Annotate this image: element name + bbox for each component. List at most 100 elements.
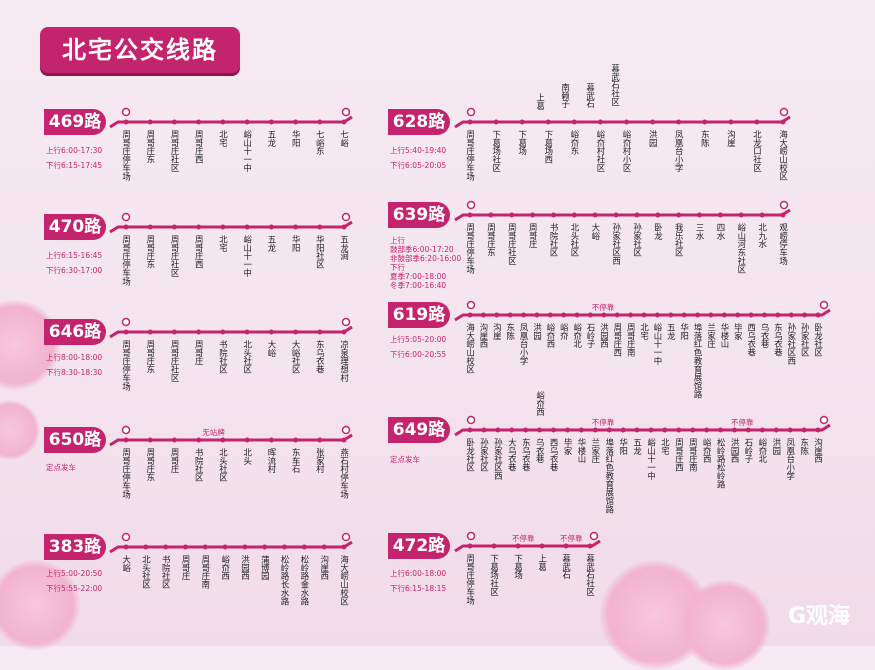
stop-label[interactable]: 周哥庄 [170, 448, 181, 474]
stop-label[interactable]: 孙家社区 [632, 223, 643, 257]
route-badge-472[interactable]: 472路 [388, 533, 450, 559]
stop-label[interactable]: 北龙口社区 [752, 130, 763, 172]
stop-label[interactable]: 兰家庄 [590, 438, 601, 464]
stop-label[interactable]: 慕武石社区 [585, 554, 596, 596]
stop-label[interactable]: 五龙 [266, 235, 277, 252]
stop-label[interactable]: 孙家社区西 [611, 223, 622, 265]
stop-label[interactable]: 沟崖 [492, 323, 503, 340]
stop-label[interactable]: 书院社区 [161, 555, 172, 589]
stop-label[interactable]: 毕家 [563, 438, 574, 455]
stop-label[interactable]: 洪园 [771, 438, 782, 455]
route-badge-469[interactable]: 469路 [44, 109, 106, 135]
stop-label[interactable]: 周哥庄西 [194, 235, 205, 269]
stop-label[interactable]: 大峪 [121, 555, 132, 572]
stop-label[interactable]: 凉泉理想村 [339, 340, 350, 382]
stop-label[interactable]: 大峪 [590, 223, 601, 240]
stop-label[interactable]: 西乌衣巷 [746, 323, 757, 357]
stop-label[interactable]: 下葛场西 [543, 130, 554, 164]
stop-label[interactable]: 书院社区 [218, 340, 229, 374]
stop-label[interactable]: 东陈 [700, 130, 711, 147]
stop-label[interactable]: 洪园西 [599, 323, 610, 349]
stop-label[interactable]: 三水 [695, 223, 706, 240]
stop-label[interactable]: 周哥庄停车场 [121, 235, 132, 286]
stop-label[interactable]: 观崂停车场 [778, 223, 789, 265]
stop-label[interactable]: 凤凰台小学 [674, 130, 685, 172]
stop-label[interactable]: 北头社区 [218, 448, 229, 482]
stop-label[interactable]: 北宅 [660, 438, 671, 455]
stop-label[interactable]: 海大崂山校区 [339, 555, 350, 606]
stop-label[interactable]: 海大崂山校区 [465, 323, 476, 374]
stop-label[interactable]: 峪夼西 [220, 555, 231, 581]
stop-label[interactable]: 周哥庄东 [486, 223, 497, 257]
stop-label[interactable]: 蒲博园 [260, 555, 271, 581]
stop-label[interactable]: 周哥庄 [194, 340, 205, 366]
stop-label[interactable]: 峪夼西 [545, 323, 556, 349]
stop-label[interactable]: 峪山十一中 [242, 130, 253, 172]
stop-label[interactable]: 周哥庄西 [194, 130, 205, 164]
stop-label[interactable]: 松岭路金水路 [299, 555, 310, 606]
stop-label[interactable]: 北头社区 [141, 555, 152, 589]
route-badge-639[interactable]: 639路 [388, 202, 450, 228]
stop-label[interactable]: 沟崖西 [319, 555, 330, 581]
stop-label[interactable]: 沟崖西 [813, 438, 824, 464]
stop-label[interactable]: 周哥庄社区 [170, 235, 181, 277]
stop-label[interactable]: 凤凰台小学 [519, 323, 530, 365]
branch-stop-label[interactable]: 慕武石社区 [610, 64, 621, 106]
stop-label[interactable]: 沟崖 [726, 130, 737, 147]
stop-label[interactable]: 峪夼东 [569, 130, 580, 156]
stop-label[interactable]: 五龙 [632, 438, 643, 455]
stop-label[interactable]: 峪山十一中 [652, 323, 663, 365]
stop-label[interactable]: 孙家社区西 [786, 323, 797, 365]
stop-label[interactable]: 书院社区 [194, 448, 205, 482]
stop-label[interactable]: 北九水 [757, 223, 768, 249]
stop-label[interactable]: 张家村 [315, 448, 326, 474]
stop-label[interactable]: 大峪社区 [291, 340, 302, 374]
stop-label[interactable]: 沟崖西 [478, 323, 489, 349]
route-badge-649[interactable]: 649路 [388, 417, 450, 443]
stop-label[interactable]: 下葛场 [513, 554, 524, 580]
stop-label[interactable]: 东陈 [799, 438, 810, 455]
stop-label[interactable]: 北宅 [218, 235, 229, 252]
stop-label[interactable]: 书院社区 [549, 223, 560, 257]
stop-label[interactable]: 西乌衣巷 [549, 438, 560, 472]
stop-label[interactable]: 大乌衣巷 [507, 438, 518, 472]
stop-label[interactable]: 慕武石 [561, 554, 572, 580]
stop-label[interactable]: 周哥庄停车场 [465, 223, 476, 274]
stop-label[interactable]: 兰家庄 [706, 323, 717, 349]
stop-label[interactable]: 东陈 [505, 323, 516, 340]
stop-label[interactable]: 周哥庄东 [145, 340, 156, 374]
stop-label[interactable]: 东乌衣巷 [773, 323, 784, 357]
stop-label[interactable]: 峪夼村社区 [596, 130, 606, 172]
stop-label[interactable]: 晖流村 [266, 448, 277, 474]
stop-label[interactable]: 四水 [715, 223, 726, 240]
stop-label[interactable]: 燕石村停车场 [339, 448, 350, 499]
stop-label[interactable]: 周哥庄社区 [170, 130, 181, 172]
stop-label[interactable]: 埠落红色教育展馆路 [693, 323, 704, 399]
stop-label[interactable]: 孙家社区西 [493, 438, 504, 480]
stop-label[interactable]: 洪园 [648, 130, 659, 147]
stop-label[interactable]: 石岭子 [586, 323, 597, 349]
stop-label[interactable]: 下葛场 [517, 130, 528, 156]
stop-label[interactable]: 周哥庄停车场 [465, 130, 476, 181]
stop-label[interactable]: 五龙涧 [339, 235, 350, 261]
stop-label[interactable]: 华楼山 [719, 323, 730, 349]
stop-label[interactable]: 乌衣巷 [535, 438, 546, 464]
stop-label[interactable]: 北头社区 [569, 223, 580, 257]
stop-label[interactable]: 华楼山 [576, 438, 587, 464]
stop-label[interactable]: 北头社区 [242, 340, 253, 374]
stop-label[interactable]: 周哥庄停车场 [121, 130, 132, 181]
stop-label[interactable]: 北宅 [639, 323, 650, 340]
stop-label[interactable]: 洪园 [532, 323, 543, 340]
stop-label[interactable]: 周哥庄南 [626, 323, 637, 357]
stop-label[interactable]: 毕家 [733, 323, 744, 340]
stop-label[interactable]: 周哥庄东 [145, 130, 156, 164]
stop-label[interactable]: 峪夼北 [572, 323, 583, 349]
stop-label[interactable]: 华阳 [291, 130, 302, 147]
stop-label[interactable]: 周哥庄 [181, 555, 192, 581]
stop-label[interactable]: 峪夼北 [757, 438, 768, 464]
stop-label[interactable]: 峪夼 [559, 323, 570, 340]
stop-label[interactable]: 五龙 [666, 323, 677, 340]
stop-label[interactable]: 下葛场社区 [489, 554, 500, 596]
stop-label[interactable]: 周哥庄停车场 [121, 448, 132, 499]
stop-label[interactable]: 峪山河东社区 [736, 223, 747, 274]
